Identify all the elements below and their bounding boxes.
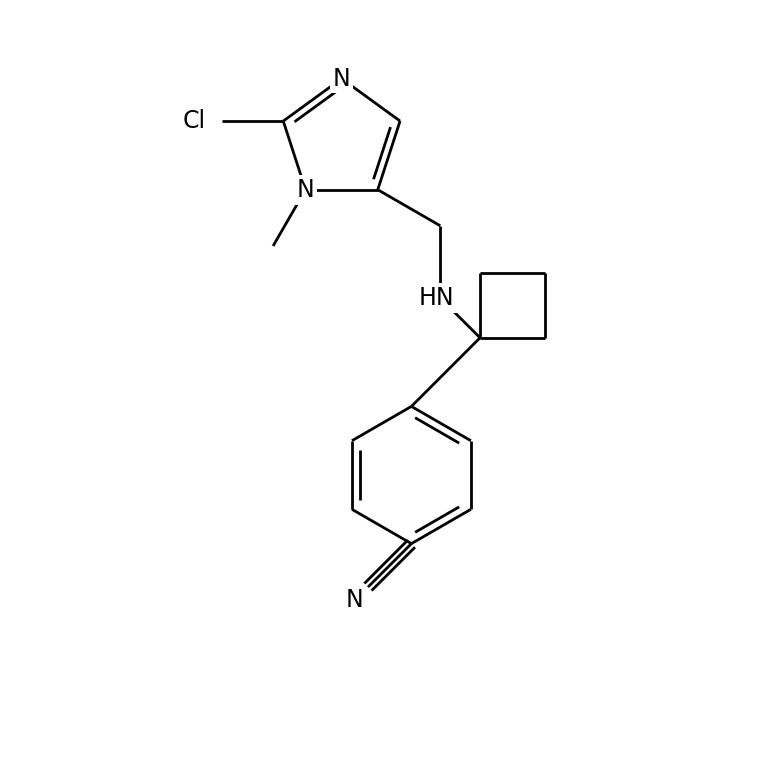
Text: N: N xyxy=(333,66,350,91)
Text: HN: HN xyxy=(419,286,454,310)
Text: N: N xyxy=(296,178,314,202)
Text: Cl: Cl xyxy=(182,109,206,133)
Text: N: N xyxy=(346,588,364,612)
